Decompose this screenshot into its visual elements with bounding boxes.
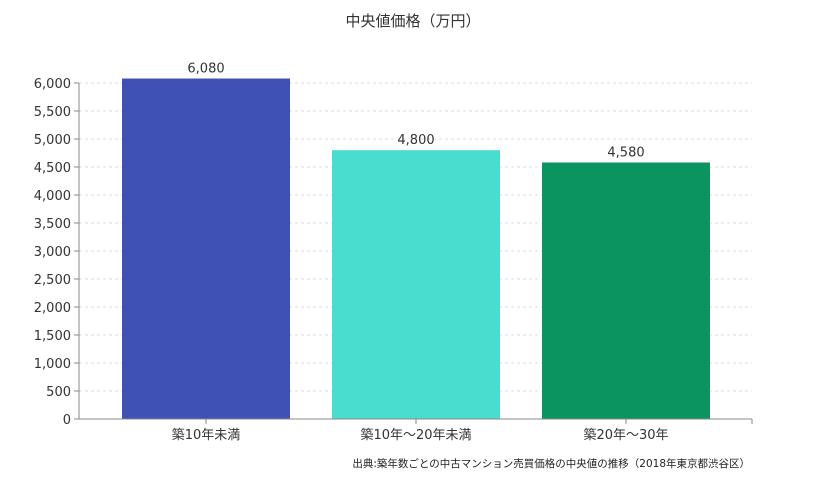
bar (122, 78, 290, 420)
data-label: 6,080 (187, 62, 224, 77)
y-tick-label: 4,500 (34, 161, 71, 176)
y-tick-label: 1,500 (34, 329, 71, 344)
data-label: 4,800 (397, 133, 434, 148)
y-tick-label: 500 (46, 385, 71, 400)
x-tick-label: 築10年未満 (172, 428, 241, 443)
y-tick-label: 2,500 (34, 273, 71, 288)
y-tick-label: 3,000 (34, 245, 71, 260)
y-tick-label: 0 (63, 413, 71, 428)
y-tick-label: 1,000 (34, 357, 71, 372)
x-tick-label: 築10年〜20年未満 (360, 428, 471, 443)
y-tick-label: 6,000 (34, 77, 71, 92)
data-label: 4,580 (607, 146, 644, 161)
y-tick-label: 5,000 (34, 133, 71, 148)
y-tick-label: 3,500 (34, 217, 71, 232)
x-tick-label: 築20年〜30年 (583, 428, 668, 443)
bar (542, 162, 710, 419)
y-tick-label: 2,000 (34, 301, 71, 316)
bar (332, 150, 500, 419)
y-tick-label: 5,500 (34, 105, 71, 120)
source-note: 出典:築年数ごとの中古マンション売買価格の中央値の推移（2018年東京都渋谷区） (352, 457, 750, 470)
chart-title: 中央値価格（万円） (345, 12, 480, 30)
y-tick-label: 4,000 (34, 189, 71, 204)
